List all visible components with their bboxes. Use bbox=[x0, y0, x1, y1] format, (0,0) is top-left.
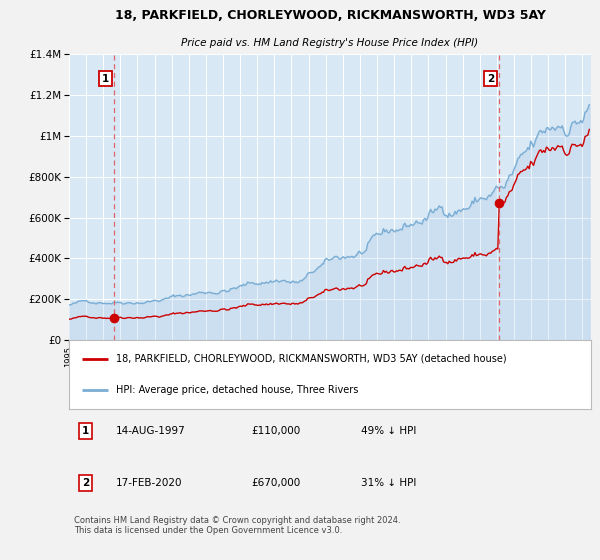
Text: Contains HM Land Registry data © Crown copyright and database right 2024.
This d: Contains HM Land Registry data © Crown c… bbox=[74, 516, 401, 535]
Text: 18, PARKFIELD, CHORLEYWOOD, RICKMANSWORTH, WD3 5AY (detached house): 18, PARKFIELD, CHORLEYWOOD, RICKMANSWORT… bbox=[116, 353, 506, 363]
Text: 49% ↓ HPI: 49% ↓ HPI bbox=[361, 426, 416, 436]
Text: HPI: Average price, detached house, Three Rivers: HPI: Average price, detached house, Thre… bbox=[116, 385, 358, 395]
Text: Price paid vs. HM Land Registry's House Price Index (HPI): Price paid vs. HM Land Registry's House … bbox=[181, 38, 479, 48]
Text: 31% ↓ HPI: 31% ↓ HPI bbox=[361, 478, 416, 488]
Text: 17-FEB-2020: 17-FEB-2020 bbox=[116, 478, 182, 488]
Text: 18, PARKFIELD, CHORLEYWOOD, RICKMANSWORTH, WD3 5AY: 18, PARKFIELD, CHORLEYWOOD, RICKMANSWORT… bbox=[115, 9, 545, 22]
Text: £110,000: £110,000 bbox=[252, 426, 301, 436]
Text: 1: 1 bbox=[101, 73, 109, 83]
Text: 1: 1 bbox=[82, 426, 89, 436]
Text: 2: 2 bbox=[487, 73, 494, 83]
Text: 2: 2 bbox=[82, 478, 89, 488]
Text: £670,000: £670,000 bbox=[252, 478, 301, 488]
Text: 14-AUG-1997: 14-AUG-1997 bbox=[116, 426, 186, 436]
